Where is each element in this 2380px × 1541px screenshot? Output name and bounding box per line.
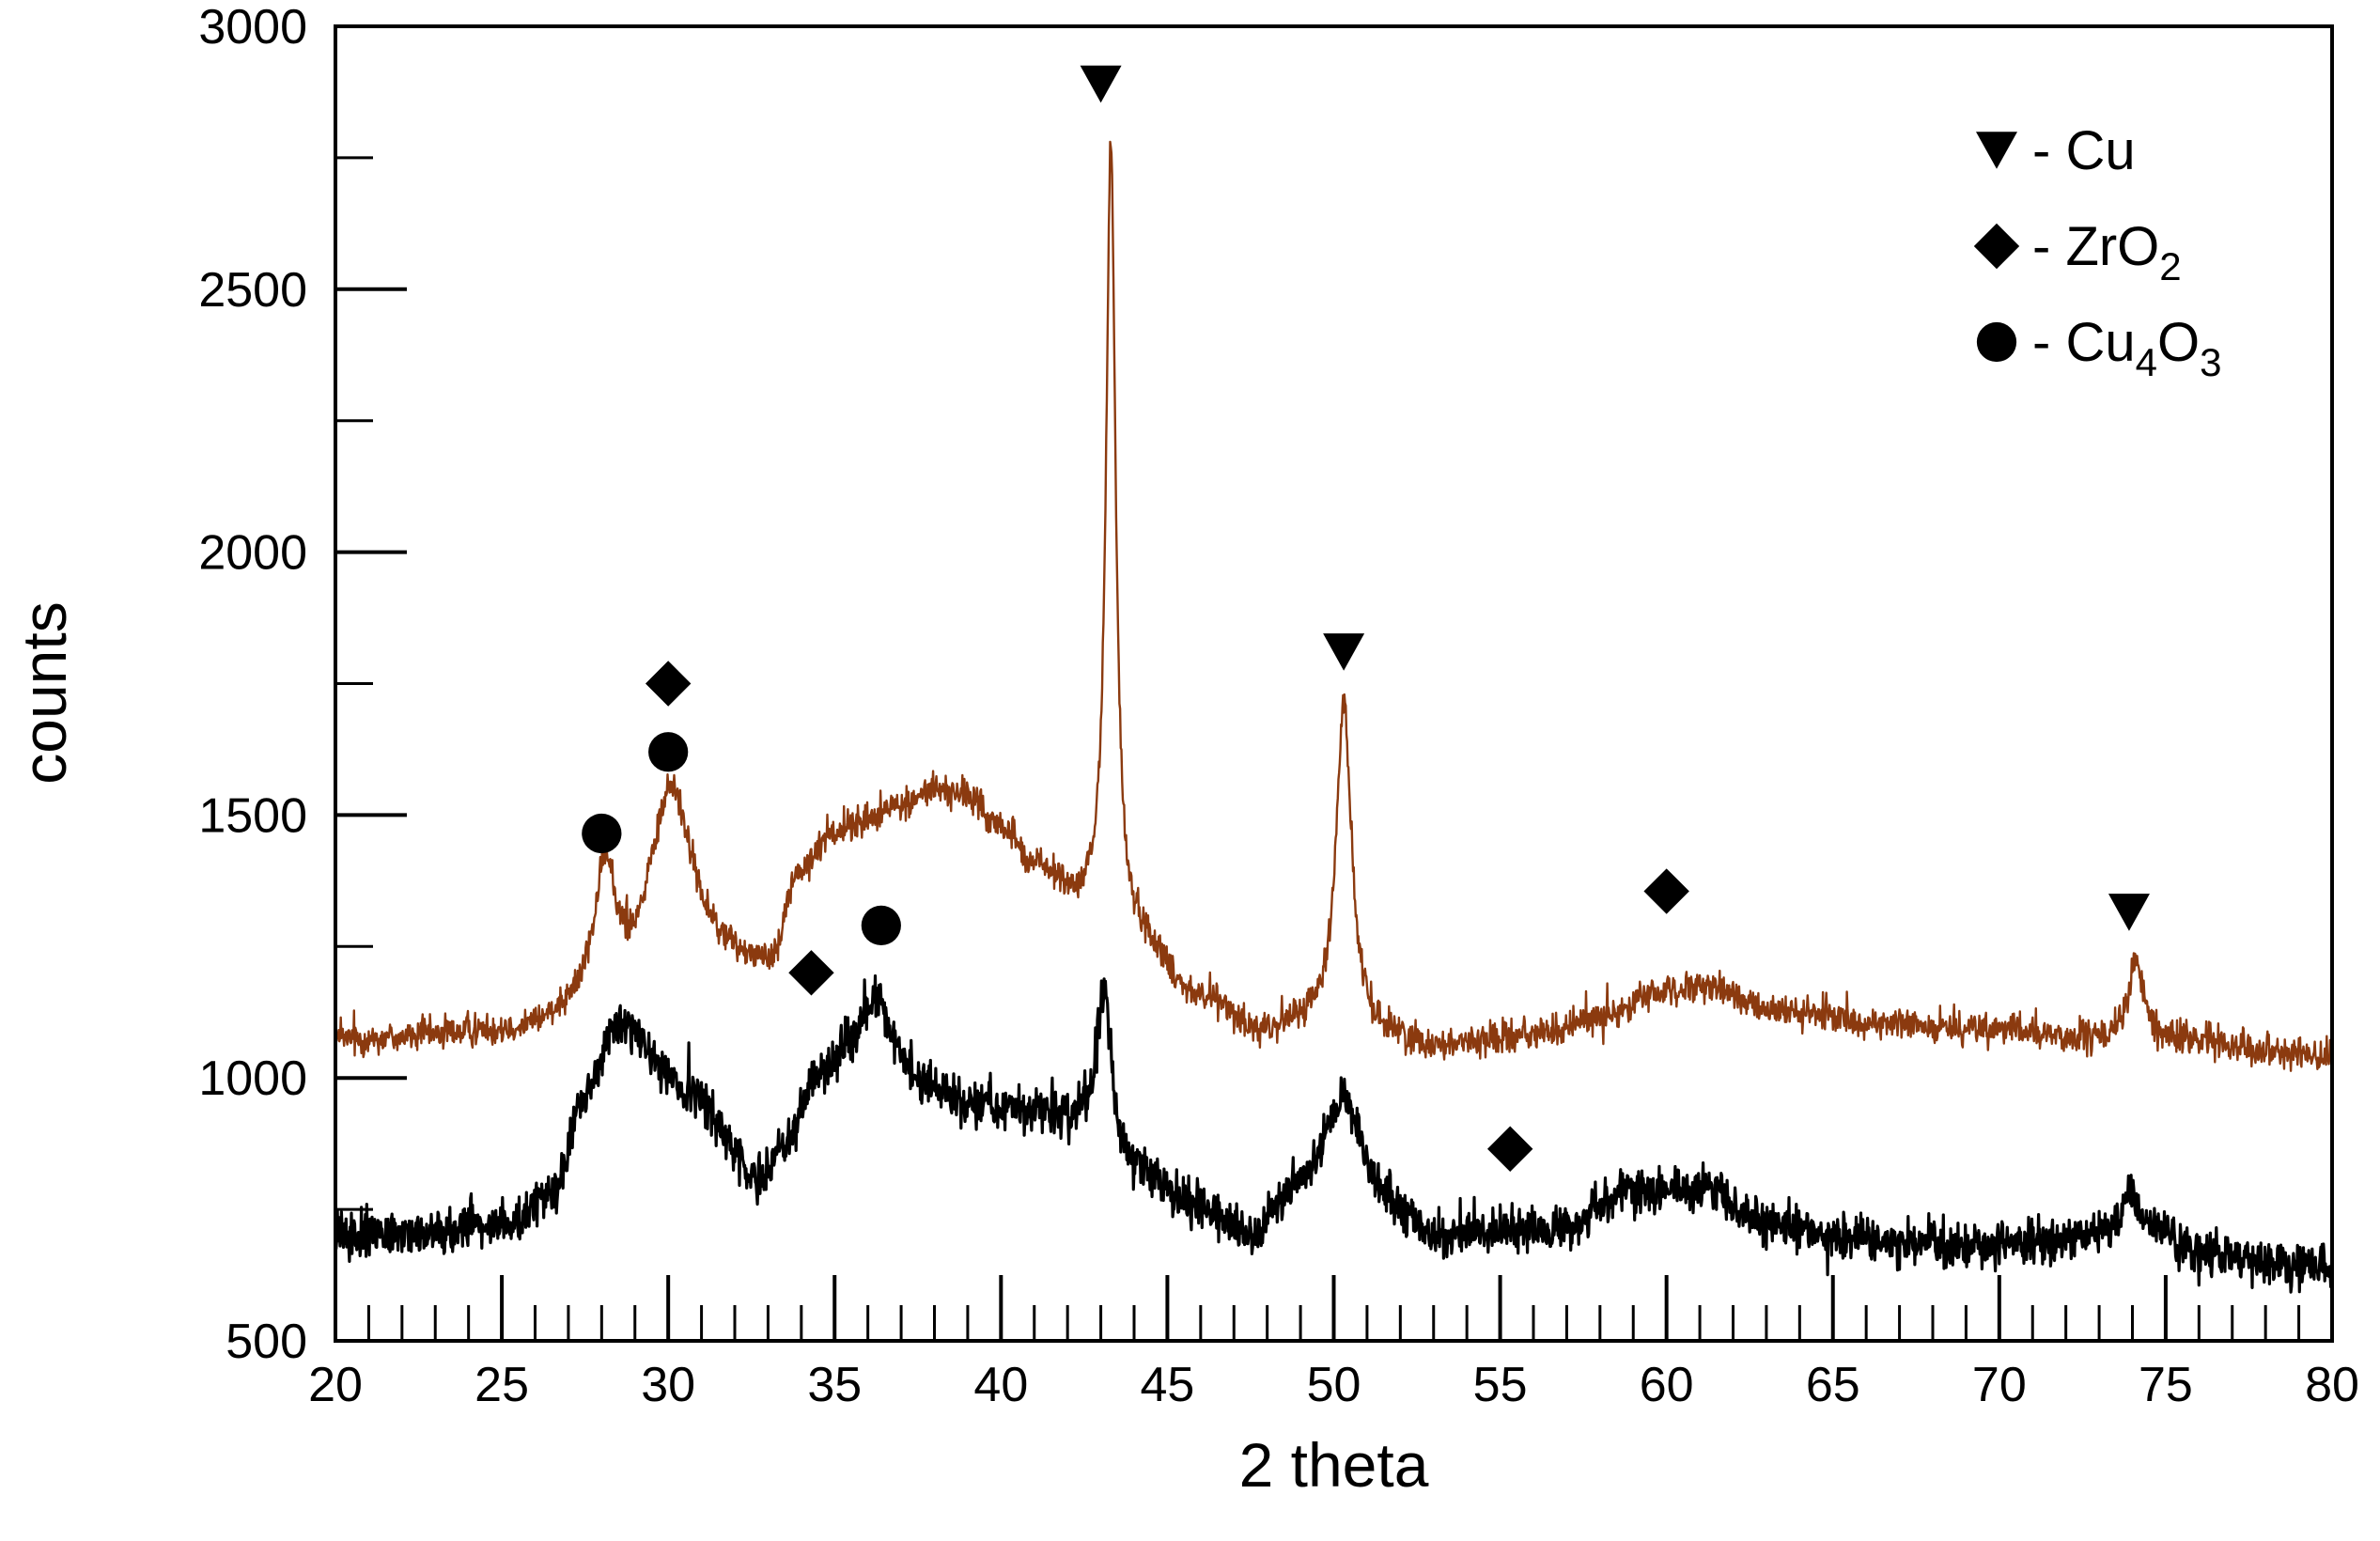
y-tick-label: 500 xyxy=(226,1315,307,1369)
y-axis-title: counts xyxy=(9,601,79,784)
cu-peak-marker xyxy=(1080,65,1122,103)
x-tick-label: 45 xyxy=(1140,1358,1194,1412)
y-tick-label: 1000 xyxy=(198,1051,307,1106)
x-tick-label: 20 xyxy=(308,1358,363,1412)
legend-label-cu4o3: - Cu4O3 xyxy=(2032,312,2221,384)
x-tick-label: 30 xyxy=(641,1358,695,1412)
peak-markers xyxy=(582,65,2150,1172)
legend-marker-zro2 xyxy=(1973,223,2020,270)
cu4o3-peak-marker xyxy=(648,732,689,772)
plot-frame xyxy=(334,24,2334,1343)
x-tick-label: 60 xyxy=(1640,1358,1694,1412)
cu4o3-peak-marker xyxy=(582,813,622,854)
series-line-1 xyxy=(334,140,2334,1072)
y-tick-label: 2500 xyxy=(198,263,307,318)
legend-marker-cu xyxy=(1976,132,2017,169)
series-layer xyxy=(334,140,2334,1294)
x-tick-label: 65 xyxy=(1806,1358,1860,1412)
cu-peak-marker xyxy=(2108,894,2150,931)
legend-label-zro2: - ZrO2 xyxy=(2032,216,2182,288)
x-tick-label: 40 xyxy=(973,1358,1028,1412)
x-axis-title: 2 theta xyxy=(1239,1430,1429,1500)
zro2-peak-marker xyxy=(645,661,692,707)
zro2-peak-marker xyxy=(788,950,834,996)
cu-peak-marker xyxy=(1323,633,1365,671)
y-tick-label: 1500 xyxy=(198,788,307,843)
x-tick-label: 80 xyxy=(2305,1358,2359,1412)
tick-labels: 20 25 30 35 40 45 50 55 60 65 70 75 80 500 1000 1500 200… xyxy=(198,0,2359,1412)
x-tick-label: 70 xyxy=(1972,1358,2027,1412)
x-tick-label: 55 xyxy=(1473,1358,1528,1412)
zro2-peak-marker xyxy=(1487,1126,1533,1172)
x-tick-label: 75 xyxy=(2139,1358,2193,1412)
y-tick-label: 2000 xyxy=(198,526,307,581)
cu4o3-peak-marker xyxy=(861,905,901,946)
legend-label-cu: - Cu xyxy=(2032,120,2136,181)
legend: - Cu - ZrO2 - Cu4O3 xyxy=(1973,120,2221,384)
x-tick-label: 50 xyxy=(1307,1358,1361,1412)
zro2-peak-marker xyxy=(1643,868,1689,914)
x-tick-label: 25 xyxy=(474,1358,529,1412)
series-line-2 xyxy=(334,974,2334,1294)
x-tick-label: 35 xyxy=(807,1358,862,1412)
y-tick-label: 3000 xyxy=(198,0,307,54)
legend-marker-cu4o3 xyxy=(1976,321,2017,363)
